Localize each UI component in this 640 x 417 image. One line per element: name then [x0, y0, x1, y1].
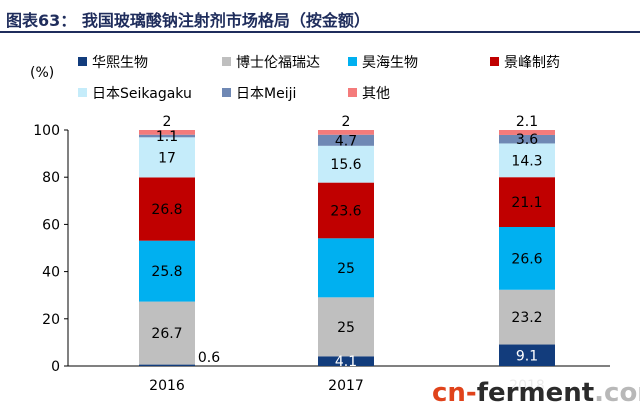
watermark-part-3: .com — [594, 378, 640, 408]
bar-segment — [499, 130, 555, 135]
y-tick-label: 60 — [42, 217, 60, 233]
legend-label: 景峰制药 — [504, 55, 560, 71]
legend-label: 昊海生物 — [362, 55, 418, 71]
data-label: 25.8 — [151, 264, 182, 280]
legend-swatch — [222, 88, 231, 97]
data-label: 2 — [342, 114, 351, 130]
bar-segment — [139, 240, 195, 302]
data-label: 26.7 — [151, 326, 182, 342]
data-label: 25 — [337, 261, 355, 277]
legend-label: 博士伦福瑞达 — [236, 54, 320, 71]
bar-segment — [499, 143, 555, 178]
data-label: 4.7 — [335, 133, 357, 149]
y-tick-label: 0 — [51, 359, 60, 375]
data-label: 26.6 — [511, 251, 542, 267]
legend-swatch — [348, 57, 357, 66]
bar-segment — [139, 364, 195, 366]
data-label: 23.2 — [511, 310, 542, 326]
x-tick-label: 2017 — [328, 378, 364, 394]
bar-segment — [318, 134, 374, 146]
bar-segment — [318, 297, 374, 357]
bar-segment — [318, 130, 374, 135]
data-label: 17 — [158, 150, 176, 166]
legend-label: 日本Seikagaku — [92, 86, 192, 102]
bar-segment — [318, 182, 374, 239]
bar-segment — [139, 130, 195, 135]
bar-segment — [139, 134, 195, 138]
legend-swatch — [348, 88, 357, 97]
legend-swatch — [78, 57, 87, 66]
legend-swatch — [78, 88, 87, 97]
data-label: 2 — [163, 114, 172, 130]
legend-label: 日本Meiji — [236, 86, 296, 102]
figure-header: 图表63： 我国玻璃酸钠注射剂市场格局（按金额） — [0, 0, 640, 34]
y-tick-label: 80 — [42, 170, 60, 186]
legend-label: 其他 — [362, 86, 390, 102]
data-label: 26.8 — [151, 202, 182, 218]
data-label: 21.1 — [511, 195, 542, 211]
bar-segment — [499, 177, 555, 227]
bar-segment — [499, 226, 555, 290]
y-tick-label: 100 — [33, 123, 60, 139]
data-label: 25 — [337, 320, 355, 336]
bar-segment — [139, 177, 195, 241]
bar-segment — [499, 134, 555, 144]
watermark-part-2: ferment — [476, 378, 595, 408]
watermark-part-1: cn- — [432, 378, 477, 408]
y-axis-label: (%) — [30, 65, 54, 81]
data-label: 9.1 — [516, 348, 538, 364]
bar-segment — [318, 145, 374, 183]
bar-segment — [318, 238, 374, 298]
y-tick-label: 20 — [42, 312, 60, 328]
legend-label: 华熙生物 — [92, 55, 148, 71]
data-label: 1.1 — [156, 129, 178, 145]
bar-segment — [139, 137, 195, 178]
bar-segment — [499, 344, 555, 366]
data-label: 4.1 — [335, 354, 357, 370]
legend-swatch — [222, 57, 231, 66]
data-label: 2.1 — [516, 114, 538, 130]
data-label: 0.6 — [198, 350, 220, 366]
site-watermark: cn-ferment.com — [432, 373, 640, 413]
bar-segment — [318, 356, 374, 366]
x-tick-label: 2016 — [149, 378, 185, 394]
data-label: 15.6 — [330, 157, 361, 173]
bar-segment — [139, 301, 195, 365]
data-label: 3.6 — [516, 132, 538, 148]
data-label: 23.6 — [330, 203, 361, 219]
bar-segment — [499, 289, 555, 345]
figure-title: 图表63： 我国玻璃酸钠注射剂市场格局（按金额） — [6, 11, 370, 30]
legend-swatch — [490, 57, 499, 66]
title-underline — [0, 31, 640, 33]
y-tick-label: 40 — [42, 265, 60, 281]
data-label: 14.3 — [511, 153, 542, 169]
